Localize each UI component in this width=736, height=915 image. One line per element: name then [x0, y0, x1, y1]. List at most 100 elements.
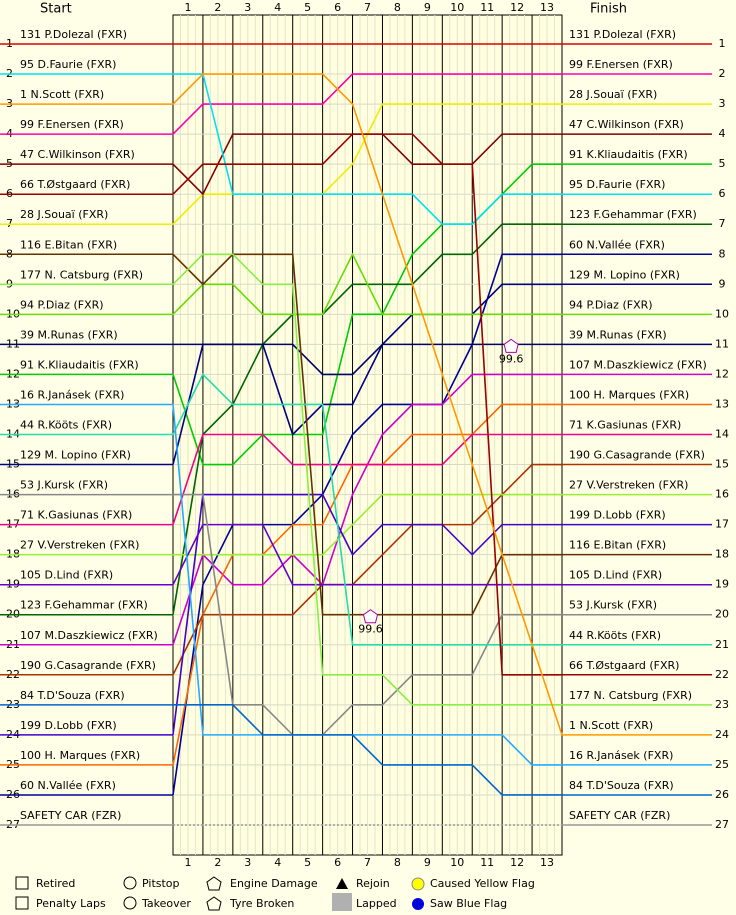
y-tick-label: 27	[715, 818, 729, 831]
start-label: 100 H. Marques (FXR)	[20, 749, 140, 762]
start-label: 116 E.Bitan (FXR)	[20, 238, 117, 251]
x-tick-label: 7	[364, 1, 371, 14]
legend-symbol	[411, 877, 425, 891]
start-label: 131 P.Dolezal (FXR)	[20, 28, 127, 41]
x-tick-label: 10	[450, 1, 464, 14]
y-tick-label: 11	[715, 337, 729, 350]
finish-label: 131 P.Dolezal (FXR)	[569, 28, 676, 41]
x-tick-label: 3	[244, 1, 251, 14]
start-label: 105 D.Lind (FXR)	[20, 569, 113, 582]
y-tick-label: 4	[719, 127, 726, 140]
start-label: SAFETY CAR (FZR)	[20, 809, 121, 822]
x-tick-label: 8	[394, 856, 401, 869]
engine-damage-icon	[362, 609, 379, 624]
driver-line	[173, 493, 562, 736]
finish-label: 100 H. Marques (FXR)	[569, 388, 689, 401]
x-tick-label: 9	[424, 1, 431, 14]
x-tick-label: 2	[214, 1, 221, 14]
legend-symbol	[206, 896, 222, 911]
legend-label: Penalty Laps	[36, 897, 106, 910]
x-tick-label: 6	[334, 856, 341, 869]
y-tick-label: 26	[715, 788, 729, 801]
y-tick-label: 15	[715, 458, 729, 471]
y-tick-label: 13	[715, 397, 729, 410]
driver-line	[172, 73, 563, 736]
finish-label: 47 C.Wilkinson (FXR)	[569, 118, 684, 131]
start-label: 1 N.Scott (FXR)	[20, 88, 104, 101]
finish-label: 177 N. Catsburg (FXR)	[569, 689, 692, 702]
x-tick-label: 6	[334, 1, 341, 14]
x-tick-label: 1	[184, 1, 191, 14]
driver-line	[172, 493, 562, 735]
legend-label: Saw Blue Flag	[430, 897, 507, 910]
x-tick-label: 12	[510, 856, 524, 869]
finish-label: 84 T.D'Souza (FXR)	[569, 779, 674, 792]
finish-label: 44 R.Kööts (FXR)	[569, 629, 661, 642]
y-tick-label: 1	[719, 37, 726, 50]
x-tick-label: 3	[244, 856, 251, 869]
driver-line	[172, 133, 562, 676]
start-title: Start	[40, 2, 72, 17]
legend-symbol	[206, 876, 222, 891]
driver-line	[172, 73, 562, 135]
y-tick-label: 20	[715, 608, 729, 621]
y-tick-label: 19	[715, 578, 729, 591]
y-tick-label: 5	[719, 157, 726, 170]
start-label: 129 M. Lopino (FXR)	[20, 449, 131, 462]
finish-label: 91 K.Kliaudaitis (FXR)	[569, 148, 688, 161]
legend-symbol	[15, 876, 29, 890]
x-tick-label: 13	[540, 856, 554, 869]
x-tick-label: 11	[480, 856, 494, 869]
y-tick-label: 3	[719, 97, 726, 110]
legend-label: Pitstop	[142, 877, 180, 890]
y-tick-label: 6	[719, 187, 726, 200]
x-tick-label: 5	[304, 1, 311, 14]
annotation-label: 99.6	[499, 352, 524, 365]
x-tick-label: 1	[184, 856, 191, 869]
legend-symbol	[412, 898, 424, 910]
y-tick-label: 12	[715, 367, 729, 380]
x-tick-label: 2	[214, 856, 221, 869]
y-tick-label: 23	[715, 698, 729, 711]
legend-label: Retired	[36, 877, 75, 890]
driver-line	[172, 253, 562, 706]
finish-label: 1 N.Scott (FXR)	[569, 719, 653, 732]
driver-line	[172, 404, 562, 766]
start-label: 44 R.Kööts (FXR)	[20, 419, 112, 432]
finish-label: 39 M.Runas (FXR)	[569, 328, 667, 341]
x-tick-label: 4	[274, 1, 281, 14]
x-tick-label: 5	[304, 856, 311, 869]
start-label: 190 G.Casagrande (FXR)	[20, 659, 156, 672]
legend-symbol	[123, 876, 137, 890]
driver-line	[172, 252, 562, 316]
legend-label: Tyre Broken	[229, 897, 294, 910]
start-label: 107 M.Daszkiewicz (FXR)	[20, 629, 158, 642]
finish-label: 53 J.Kursk (FXR)	[569, 599, 657, 612]
start-label: 60 N.Vallée (FXR)	[20, 779, 116, 792]
y-tick-label: 7	[719, 217, 726, 230]
y-tick-label: 17	[715, 518, 729, 531]
start-label: 99 F.Enersen (FXR)	[20, 118, 124, 131]
legend-symbol	[15, 896, 29, 910]
finish-label: 199 D.Lobb (FXR)	[569, 509, 666, 522]
start-label: 53 J.Kursk (FXR)	[20, 479, 108, 492]
start-label: 199 D.Lobb (FXR)	[20, 719, 117, 732]
finish-label: 99 F.Enersen (FXR)	[569, 58, 673, 71]
driver-line	[173, 704, 562, 796]
driver-line	[172, 463, 562, 676]
y-tick-label: 22	[715, 668, 729, 681]
start-label: 28 J.Souaï (FXR)	[20, 208, 108, 221]
driver-line	[172, 373, 562, 646]
finish-label: 107 M.Daszkiewicz (FXR)	[569, 358, 707, 371]
finish-label: 16 R.Janásek (FXR)	[569, 749, 673, 762]
finish-label: 28 J.Souaï (FXR)	[569, 88, 657, 101]
x-tick-label: 12	[510, 1, 524, 14]
legend-label: Takeover	[141, 897, 191, 910]
finish-label: 66 T.Østgaard (FXR)	[569, 659, 679, 672]
legend-label: Lapped	[356, 897, 397, 910]
annotation-label: 99.6	[358, 623, 383, 636]
finish-label: 71 K.Gasiunas (FXR)	[569, 419, 681, 432]
y-tick-label: 24	[715, 728, 729, 741]
finish-label: 94 P.Diaz (FXR)	[569, 298, 653, 311]
